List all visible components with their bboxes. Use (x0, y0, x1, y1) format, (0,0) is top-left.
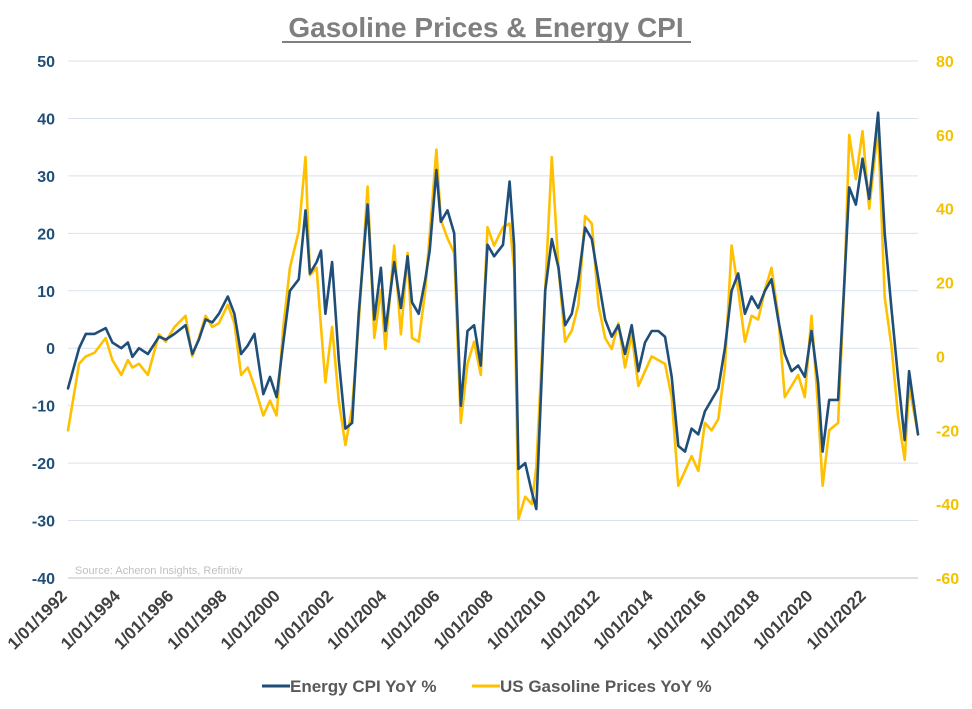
left-tick-label: 40 (37, 111, 55, 128)
left-tick-label: 50 (37, 54, 55, 71)
right-tick-label: 0 (936, 349, 945, 366)
right-tick-label: -40 (936, 497, 959, 514)
legend-label-gasoline: US Gasoline Prices YoY % (500, 677, 712, 696)
gridlines (68, 60, 918, 579)
left-tick-label: -10 (32, 399, 55, 416)
left-y-axis: -40 -30 -20 -10 0 10 20 30 40 50 (32, 54, 55, 588)
left-tick-label: 0 (46, 341, 55, 358)
right-tick-label: -60 (936, 571, 959, 588)
right-y-axis: -60 -40 -20 0 20 40 60 80 (936, 54, 959, 588)
right-tick-label: 80 (936, 54, 954, 71)
left-tick-label: -20 (32, 456, 55, 473)
left-tick-label: 10 (37, 284, 55, 301)
series-lines (66, 111, 920, 521)
legend-label-energy-cpi: Energy CPI YoY % (290, 677, 436, 696)
left-tick-label: -40 (32, 571, 55, 588)
right-tick-label: 60 (936, 128, 954, 145)
chart-title: Gasoline Prices & Energy CPI (288, 12, 683, 43)
right-tick-label: 20 (936, 276, 954, 293)
series-line-gasoline (66, 126, 920, 521)
series-line-energy-cpi (66, 111, 920, 511)
right-tick-label: 40 (936, 202, 954, 219)
legend: Energy CPI YoY % US Gasoline Prices YoY … (262, 677, 712, 696)
left-tick-label: -30 (32, 514, 55, 531)
left-tick-label: 30 (37, 169, 55, 186)
right-tick-label: -20 (936, 423, 959, 440)
left-tick-label: 20 (37, 226, 55, 243)
x-axis: 1/01/19921/01/19941/01/19961/01/19981/01… (4, 577, 918, 653)
source-note: Source: Acheron Insights, Refinitiv (75, 565, 243, 577)
